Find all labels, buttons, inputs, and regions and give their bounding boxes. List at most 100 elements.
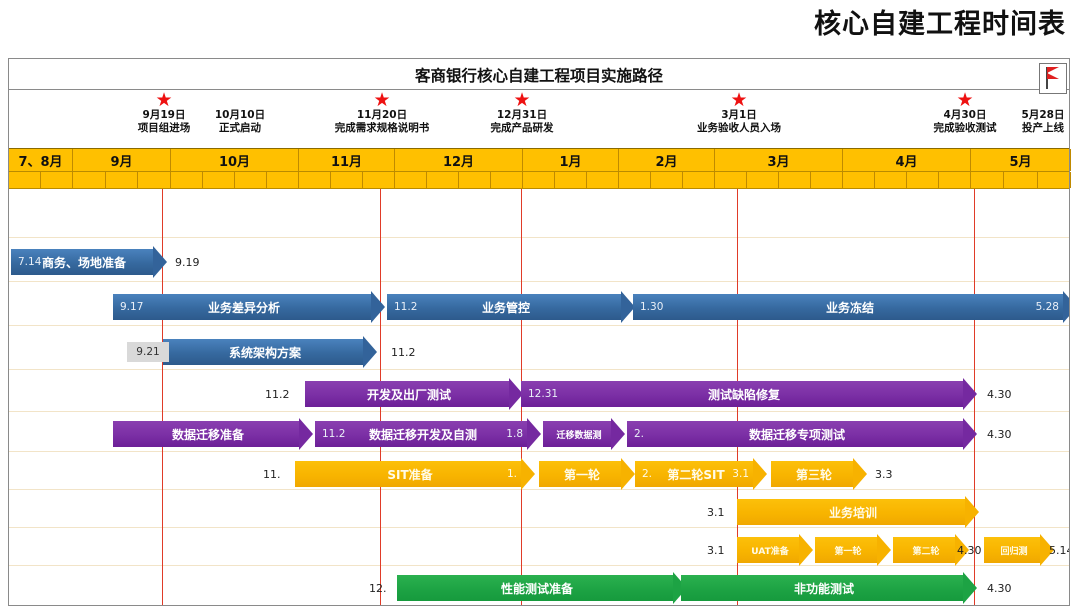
bar-label: 开发及出厂测试 (366, 387, 451, 402)
bar-end-date: 1.8 (506, 428, 523, 440)
task-bar-performance-testing-1[interactable]: 性能测试准备 (397, 572, 687, 604)
week-cell (779, 172, 811, 188)
month-cell-9月: 9月 (73, 149, 171, 171)
task-bar-development-factory-test-1[interactable]: 开发及出厂测试 (305, 378, 523, 410)
milestone-date: 12月31日 (496, 109, 548, 121)
week-cell (235, 172, 267, 188)
row-divider (9, 369, 1069, 370)
week-cell (491, 172, 523, 188)
task-bar-uat-testing-3[interactable]: 第二轮 (893, 534, 969, 566)
week-cell (106, 172, 139, 188)
week-cell (138, 172, 171, 188)
task-bar-system-architecture-1[interactable]: 系统架构方案 (163, 336, 377, 368)
milestone-date: 11月20日 (356, 109, 408, 121)
row-divider (9, 527, 1069, 528)
week-cell (715, 172, 747, 188)
week-cell (587, 172, 619, 188)
week-cell (395, 172, 427, 188)
week-cell (427, 172, 459, 188)
row-divider (9, 281, 1069, 282)
week-cell (203, 172, 235, 188)
week-cell (619, 172, 651, 188)
timeline-body: 7.14 商务、场地准备 9.19 9.17 业务差异分析 11.2 业务管控 1.30 业务冻… (9, 189, 1069, 605)
red-flag-icon (1039, 63, 1067, 94)
bar-label: 商务、场地准备 (41, 255, 126, 270)
bar-label: 业务差异分析 (207, 300, 280, 315)
row-divider (9, 565, 1069, 566)
week-cell (299, 172, 331, 188)
bar-end-date: 3.1 (732, 468, 749, 480)
task-bar-uat-testing-2[interactable]: 第一轮 (815, 534, 891, 566)
row-divider (9, 237, 1069, 238)
date-label-uat-testing-1: 3.1 (707, 543, 725, 557)
week-cell (73, 172, 106, 188)
milestone-label: 完成产品研发 (490, 122, 554, 134)
date-label-business-training-1: 3.1 (707, 505, 725, 519)
task-bar-business-site-prep-1[interactable]: 7.14 商务、场地准备 (11, 246, 167, 278)
month-cell-2月: 2月 (619, 149, 715, 171)
month-cell-7、8月: 7、8月 (9, 149, 73, 171)
milestone-label: 项目组进场 (137, 122, 191, 134)
task-bar-development-factory-test-2[interactable]: 12.31 测试缺陷修复 (521, 378, 977, 410)
task-bar-data-migration-3[interactable]: 迁移数据测 (543, 418, 625, 450)
bar-start-date: 11.2 (394, 301, 418, 313)
task-bar-business-training-1[interactable]: 业务培训 (737, 496, 979, 528)
task-bar-business-analysis-2[interactable]: 11.2 业务管控 (387, 291, 635, 323)
task-bar-data-migration-4[interactable]: 2. 数据迁移专项测试 (627, 418, 977, 450)
week-cell (459, 172, 491, 188)
milestone-date: 9月19日 (142, 109, 186, 121)
milestone-date: 10月10日 (214, 109, 266, 121)
task-bar-sit-testing-2[interactable]: 第一轮 (539, 458, 635, 490)
month-cell-4月: 4月 (843, 149, 971, 171)
month-cell-11月: 11月 (299, 149, 395, 171)
date-label-uat-testing-3: 5.14 (1049, 543, 1069, 557)
milestone-date: 4月30日 (943, 109, 987, 121)
month-cell-12月: 12月 (395, 149, 523, 171)
task-bar-data-migration-2[interactable]: 11.2 数据迁移开发及自测 1.8 (315, 418, 541, 450)
milestone-1: ★ 9月19日 项目组进场 (104, 91, 224, 135)
month-header-row: 7、8月 9月 10月 11月 12月 1月 2月 3月 4月 5月 (9, 148, 1071, 172)
milestone-date: 3月1日 (721, 109, 757, 121)
row-divider (9, 489, 1069, 490)
milestone-star-icon: ★ (513, 90, 531, 111)
bar-end-date: 1. (506, 468, 517, 480)
week-cell (843, 172, 875, 188)
chart-title: 客商银行核心自建工程项目实施路径 (414, 67, 663, 85)
date-label-business-site-prep-1: 9.19 (175, 255, 200, 269)
task-bar-sit-testing-4[interactable]: 第三轮 (771, 458, 867, 490)
task-bar-performance-testing-2[interactable]: 非功能测试 (681, 572, 977, 604)
milestone-label: 正式启动 (219, 122, 261, 134)
task-bar-business-analysis-1[interactable]: 9.17 业务差异分析 (113, 291, 385, 323)
bar-start-date: 9.17 (120, 301, 144, 313)
milestone-label: 投产上线 (1022, 122, 1064, 134)
milestone-star-icon: ★ (956, 90, 974, 111)
week-cell (171, 172, 203, 188)
week-cell (41, 172, 73, 188)
date-label-performance-testing-2: 4.30 (987, 581, 1012, 595)
week-cell (971, 172, 1005, 188)
task-bar-uat-testing-1[interactable]: UAT准备 (737, 534, 813, 566)
task-bar-data-migration-1[interactable]: 数据迁移准备 (113, 418, 313, 450)
bar-label: 业务培训 (828, 505, 877, 520)
task-bar-sit-testing-3[interactable]: 2. 第二轮SIT 3.1 (635, 458, 767, 490)
milestone-label: 完成需求规格说明书 (334, 122, 430, 134)
date-chip-system-architecture-1: 9.21 (127, 342, 169, 362)
bar-label: 业务管控 (481, 300, 530, 315)
task-bar-sit-testing-1[interactable]: SIT准备 1. (295, 458, 535, 490)
bar-label: 非功能测试 (793, 581, 854, 596)
date-label-system-architecture-1: 11.2 (391, 345, 416, 359)
milestone-date: 5月28日 (1021, 109, 1065, 121)
week-cell (875, 172, 907, 188)
milestone-band: ★9月19日项目组进场★10月10日正式启动★11月20日完成需求规格说明书★1… (9, 63, 1069, 148)
bar-start-date: 2. (634, 428, 645, 440)
date-label-development-factory-test-2: 4.30 (987, 387, 1012, 401)
week-cell (747, 172, 779, 188)
bar-label: 第二轮 (912, 546, 940, 557)
bar-label: 迁移数据测 (556, 430, 602, 441)
task-bar-uat-testing-4[interactable]: 回归测 (984, 534, 1054, 566)
month-cell-1月: 1月 (523, 149, 619, 171)
task-bar-business-analysis-3[interactable]: 1.30 业务冻结 5.28 (633, 291, 1069, 323)
week-cell (939, 172, 971, 188)
bar-label: 第三轮 (795, 467, 832, 482)
